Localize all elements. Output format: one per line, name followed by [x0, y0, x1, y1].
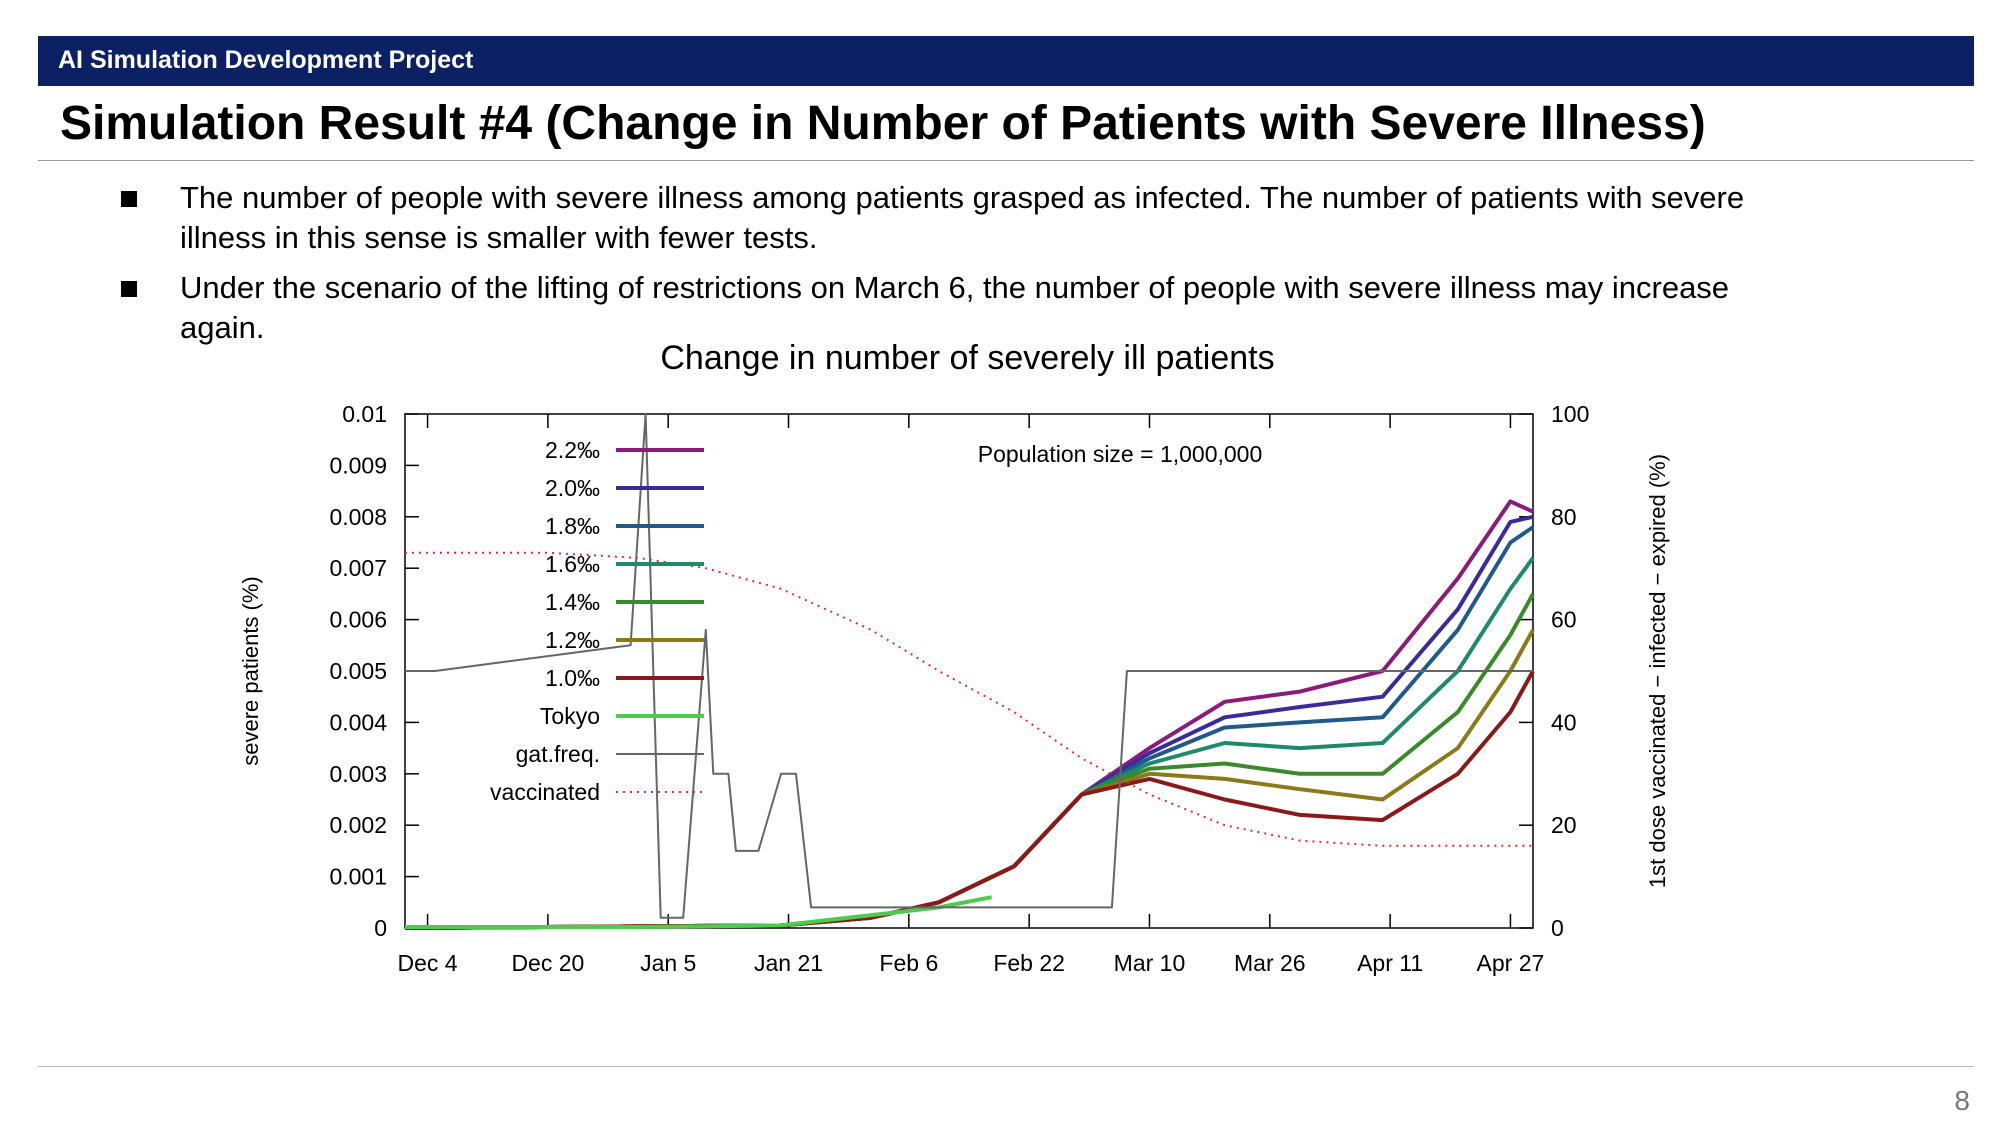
y-tick-label: 0.003 [329, 761, 387, 787]
slide-title: Simulation Result #4 (Change in Number o… [60, 97, 1706, 150]
series-line [405, 551, 1533, 847]
y2-tick-label: 0 [1551, 915, 1564, 941]
legend-label: 1.4‰ [545, 589, 600, 615]
title-divider [38, 160, 1974, 161]
y-tick-label: 0.005 [329, 658, 387, 684]
y2-axis-label: 1st dose vaccinated − infected − expired… [1645, 454, 1670, 888]
y2-tick-label: 60 [1551, 607, 1577, 633]
legend-label: 1.2‰ [545, 627, 600, 653]
legend-label: 1.6‰ [545, 551, 600, 577]
y-tick-label: 0.006 [329, 607, 387, 633]
y-tick-label: 0.01 [342, 401, 387, 427]
series-line [405, 413, 1533, 919]
x-tick-label: Feb 22 [993, 950, 1065, 976]
bullet-text: Under the scenario of the lifting of res… [180, 270, 1730, 345]
square-bullet-icon [121, 191, 137, 207]
x-tick-label: Mar 10 [1114, 950, 1186, 976]
y-tick-label: 0 [374, 915, 387, 941]
legend-label: 2.0‰ [545, 475, 600, 501]
chart-title: Change in number of severely ill patient… [660, 339, 1275, 377]
legend-label: 1.0‰ [545, 665, 600, 691]
legend-label: 1.8‰ [545, 513, 600, 539]
legend-label: Tokyo [540, 703, 600, 729]
x-tick-label: Mar 26 [1234, 950, 1306, 976]
legend-label: 2.2‰ [545, 437, 600, 463]
y2-tick-label: 100 [1551, 401, 1589, 427]
project-label: AI Simulation Development Project [58, 46, 474, 74]
y-tick-label: 0.007 [329, 555, 387, 581]
y-tick-label: 0.001 [329, 864, 387, 890]
header-bar: AI Simulation Development Project [38, 36, 1974, 86]
footer-divider [38, 1066, 1974, 1067]
x-tick-label: Jan 21 [754, 950, 823, 976]
bullet-item: The number of people with severe illness… [115, 178, 1815, 258]
series-line [404, 670, 1535, 930]
y2-tick-label: 80 [1551, 504, 1577, 530]
x-tick-label: Jan 5 [640, 950, 696, 976]
page-number: 8 [1954, 1085, 1970, 1116]
x-tick-label: Feb 6 [879, 950, 938, 976]
y-tick-label: 0.002 [329, 812, 387, 838]
bullet-text: The number of people with severe illness… [180, 180, 1745, 255]
x-tick-label: Dec 4 [398, 950, 458, 976]
series-line [405, 895, 992, 929]
y2-tick-label: 20 [1551, 812, 1577, 838]
square-bullet-icon [121, 281, 137, 297]
x-tick-label: Dec 20 [511, 950, 584, 976]
bullet-list: The number of people with severe illness… [115, 178, 1815, 358]
bullet-item: Under the scenario of the lifting of res… [115, 268, 1815, 348]
y-axis-label: severe patients (%) [238, 576, 263, 766]
legend-label: vaccinated [490, 779, 600, 805]
x-tick-label: Apr 27 [1477, 950, 1545, 976]
legend-label: gat.freq. [516, 741, 600, 767]
population-annotation: Population size = 1,000,000 [978, 441, 1263, 467]
y2-tick-label: 40 [1551, 709, 1577, 735]
y-tick-label: 0.009 [329, 452, 387, 478]
y-tick-label: 0.004 [329, 709, 387, 735]
x-tick-label: Apr 11 [1357, 950, 1423, 976]
y-tick-label: 0.008 [329, 504, 387, 530]
